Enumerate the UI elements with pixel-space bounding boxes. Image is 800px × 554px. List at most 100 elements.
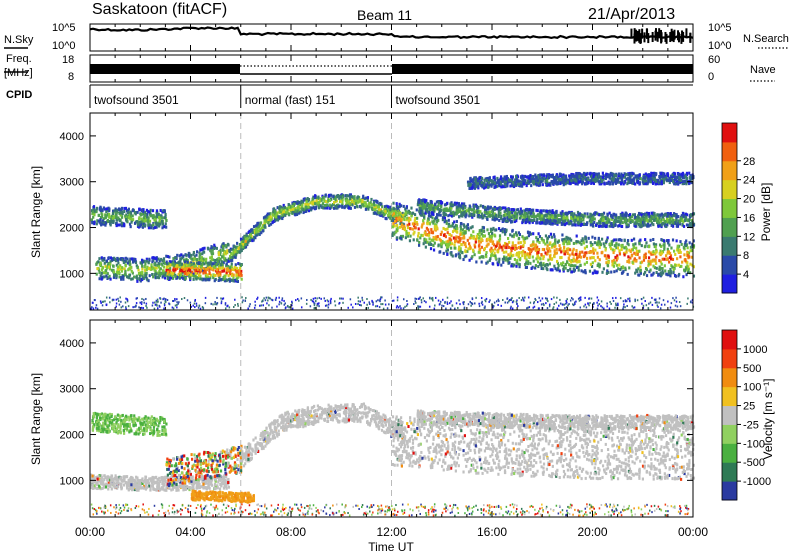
scatter-cell	[231, 255, 235, 259]
scatter-cell	[300, 306, 303, 309]
scatter-cell	[230, 265, 233, 269]
scatter-cell	[375, 204, 378, 208]
scatter-cell	[208, 269, 211, 273]
scatter-cell	[193, 257, 196, 261]
scatter-cell	[389, 210, 393, 214]
scatter-cell	[606, 236, 609, 240]
scatter-cell	[362, 194, 365, 198]
scatter-cell	[372, 301, 374, 304]
scatter-cell	[581, 250, 584, 254]
scatter-cell	[166, 277, 169, 281]
scatter-cell	[545, 302, 547, 305]
scatter-cell	[647, 262, 650, 266]
scatter-cell	[269, 212, 272, 216]
scatter-cell	[659, 266, 662, 270]
scatter-cell	[237, 262, 240, 266]
scatter-cell	[163, 297, 165, 300]
scatter-cell	[494, 254, 497, 258]
scatter-cell	[210, 250, 213, 254]
scatter-cell	[114, 273, 117, 277]
scatter-cell	[671, 265, 674, 269]
scatter-cell	[406, 299, 408, 302]
scatter-cell	[642, 296, 645, 299]
scatter-cell	[648, 245, 651, 249]
scatter-cell	[491, 240, 495, 244]
scatter-cell	[312, 206, 315, 210]
scatter-cell	[557, 213, 560, 217]
scatter-cell	[179, 271, 182, 275]
scatter-cell	[254, 233, 257, 237]
scatter-cell	[105, 259, 109, 263]
scatter-cell	[136, 266, 139, 270]
noise-spike	[636, 30, 639, 41]
scatter-cell	[459, 233, 462, 237]
scatter-cell	[447, 224, 450, 228]
scatter-cell	[225, 278, 229, 282]
scatter-cell	[482, 234, 485, 238]
scatter-cell	[143, 301, 145, 304]
scatter-cell	[504, 232, 507, 236]
scatter-cell	[185, 264, 188, 268]
scatter-cell	[351, 203, 354, 207]
scatter-cell	[325, 200, 328, 204]
scatter-cell	[124, 259, 128, 263]
scatter-cell	[106, 263, 109, 267]
scatter-cell	[105, 268, 108, 272]
scatter-cell	[157, 265, 161, 269]
scatter-cell	[473, 243, 476, 247]
scatter-cell	[345, 199, 348, 203]
scatter-cell	[511, 241, 514, 245]
scatter-cell	[337, 205, 340, 209]
scatter-cell	[214, 273, 217, 277]
scatter-cell	[393, 214, 396, 218]
scatter-cell	[318, 305, 320, 308]
scatter-cell	[414, 300, 416, 303]
scatter-cell	[421, 199, 424, 203]
scatter-cell	[652, 250, 655, 254]
scatter-cell	[529, 301, 532, 304]
scatter-cell	[347, 194, 350, 198]
scatter-cell	[102, 271, 105, 275]
scatter-cell	[652, 215, 655, 219]
scatter-cell	[115, 298, 118, 301]
scatter-cell	[145, 259, 148, 263]
scatter-cell	[220, 300, 223, 303]
scatter-cell	[307, 203, 310, 207]
scatter-cell	[428, 305, 431, 308]
scatter-cell	[686, 253, 689, 257]
scatter-cell	[199, 248, 202, 252]
scatter-cell	[508, 300, 510, 303]
scatter-cell	[361, 299, 364, 302]
scatter-cell	[523, 251, 527, 255]
scatter-cell	[569, 221, 572, 225]
scatter-cell	[184, 276, 187, 280]
scatter-cell	[248, 305, 251, 308]
scatter-cell	[575, 258, 578, 262]
scatter-cell	[413, 303, 415, 306]
scatter-cell	[673, 214, 676, 218]
scatter-cell	[553, 242, 556, 246]
scatter-cell	[330, 297, 332, 300]
scatter-cell	[646, 224, 649, 228]
scatter-cell	[176, 301, 178, 304]
scatter-cell	[183, 260, 187, 264]
scatter-cell	[573, 268, 576, 272]
scatter-cell	[370, 203, 373, 207]
scatter-cell	[255, 233, 259, 237]
scatter-cell	[119, 296, 121, 299]
scatter-cell	[623, 220, 627, 224]
scatter-cell	[183, 297, 186, 300]
scatter-cell	[655, 250, 658, 254]
scatter-cell	[468, 242, 471, 246]
scatter-cell	[393, 224, 396, 228]
scatter-cell	[145, 297, 147, 300]
scatter-cell	[312, 200, 315, 204]
scatter-cell	[153, 266, 156, 270]
noise-spike	[651, 32, 654, 43]
scatter-cell	[578, 252, 581, 256]
scatter-cell	[314, 297, 316, 300]
scatter-cell	[566, 242, 569, 246]
scatter-cell	[666, 273, 669, 277]
scatter-cell	[357, 200, 360, 204]
scatter-cell	[499, 228, 502, 232]
